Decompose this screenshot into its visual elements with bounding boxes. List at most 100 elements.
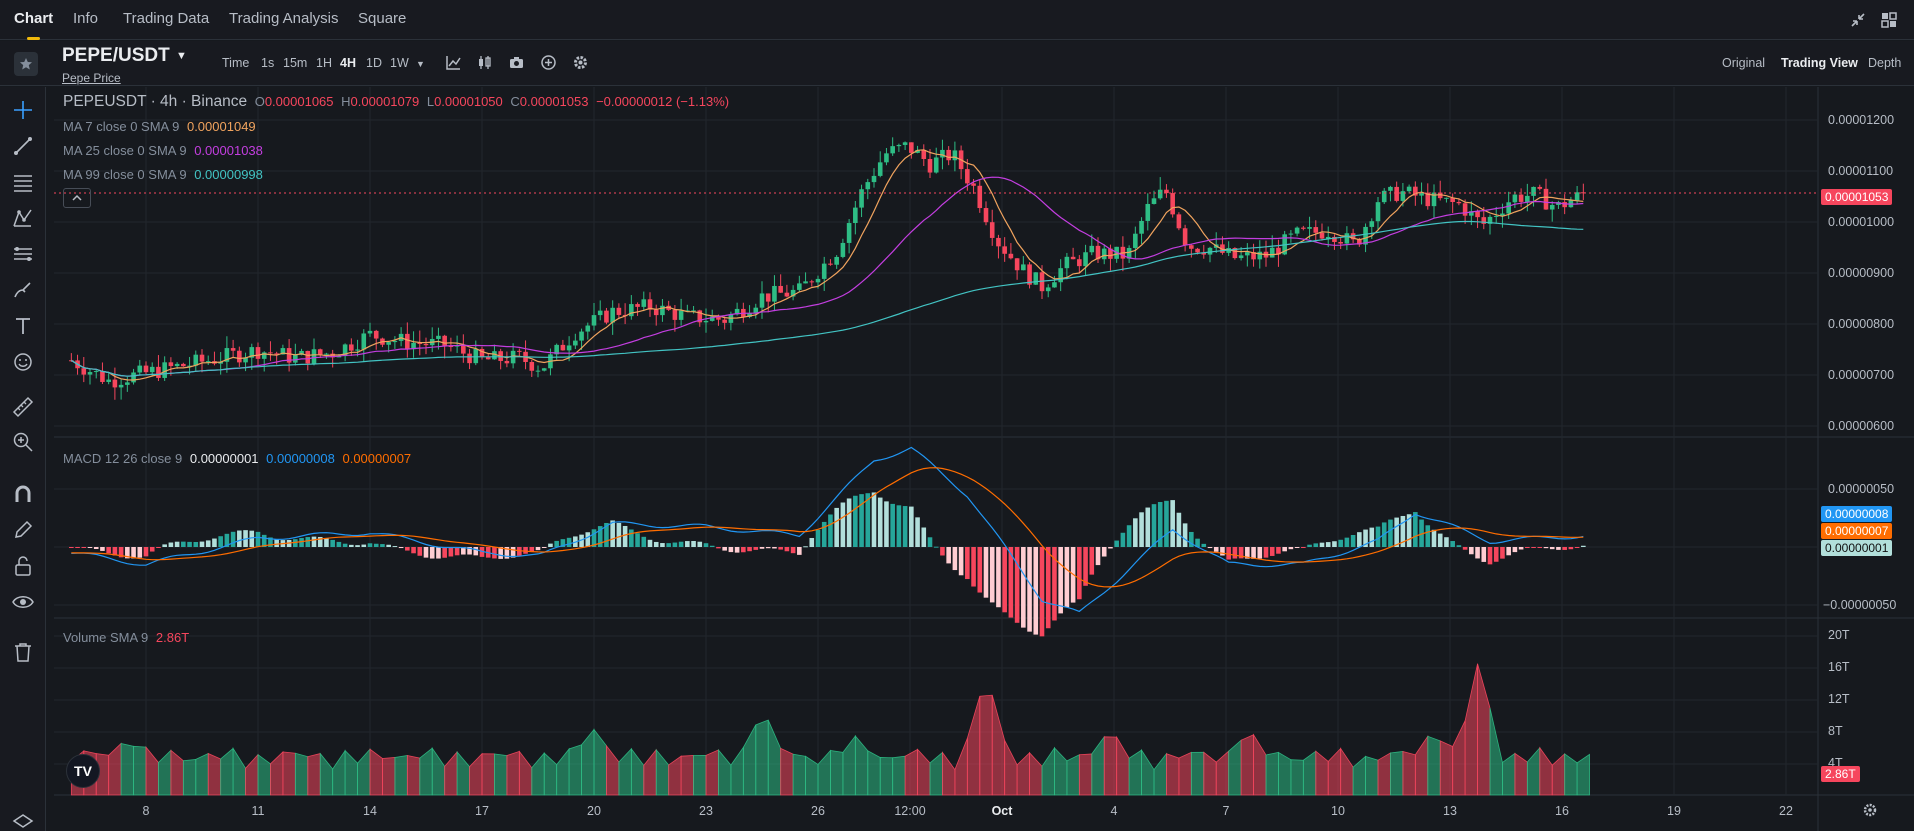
candle-body [1419,192,1424,196]
volume-legend: Volume SMA 9 2.86T [63,630,193,645]
time-tick: 11 [251,804,265,818]
tab-chart[interactable]: Chart [14,10,54,27]
candle-body [629,304,634,317]
macd-histogram-bar [859,494,864,547]
crosshair-icon[interactable] [11,98,35,122]
zoom-in-icon[interactable] [11,430,35,454]
candle-body [722,319,727,323]
collapse-icon[interactable] [1849,11,1867,29]
volume-area [220,747,234,796]
draw-lock-pencil-icon[interactable] [11,518,35,542]
candle-body [517,350,522,352]
volume-area [207,752,222,796]
time-tick: 22 [1779,804,1793,818]
interval-more-caret-icon[interactable]: ▼ [416,59,425,69]
candle-body [877,162,883,176]
volume-area [904,748,918,796]
camera-icon[interactable] [508,54,525,71]
axis-settings-icon[interactable] [1862,802,1878,818]
tab-info[interactable]: Info [73,10,99,27]
trend-line-icon[interactable] [11,134,35,158]
macd-histogram-bar [125,547,130,559]
lock-icon[interactable] [11,554,35,578]
candle-body [485,357,491,360]
candle-body [1189,245,1194,249]
candle-body [156,366,161,378]
macd-histogram-bar [1406,514,1412,547]
volume-tick: 12T [1828,692,1850,706]
candle-body [1101,248,1107,260]
volume-area [842,734,856,796]
macd-histogram-bar [815,529,821,547]
candle-body [149,366,155,373]
time-tick: 10 [1331,804,1345,818]
candle-body [1375,202,1381,222]
macd-histogram-bar [1556,547,1561,550]
indicator-icon[interactable] [445,54,462,71]
candle-body [753,307,759,314]
view-original[interactable]: Original [1722,56,1766,70]
interval-1w[interactable]: 1W [390,56,409,70]
horizontal-lines-icon[interactable] [11,170,35,194]
tradingview-logo[interactable]: TV [66,754,100,788]
magnet-icon[interactable] [11,482,35,506]
macd-histogram-bar [560,539,566,547]
brush-icon[interactable] [11,278,35,302]
candle-body [330,353,335,358]
candle-body [1195,248,1200,253]
interval-4h[interactable]: 4H [340,56,356,70]
interval-15m[interactable]: 15m [283,56,308,70]
high-value: 0.00001079 [350,94,420,109]
trash-icon[interactable] [11,640,35,664]
collapse-legend-button[interactable] [63,188,91,208]
candle-body [529,362,535,371]
pair-price-link[interactable]: Pepe Price [62,71,121,85]
volume-area [394,755,408,796]
macd-histogram-bar [143,547,149,557]
candle-body [902,142,908,145]
pair-dropdown-caret-icon[interactable]: ▼ [176,50,187,62]
volume-area [730,746,744,796]
volume-area [929,751,943,796]
interval-time[interactable]: Time [222,56,250,70]
eye-icon[interactable] [11,590,35,614]
volume-area [145,745,159,796]
candle-type-icon[interactable] [476,54,493,71]
layers-icon[interactable] [11,811,35,831]
view-depth[interactable]: Depth [1868,56,1902,70]
macd-histogram-bar [672,542,678,547]
tab-trading-analysis[interactable]: Trading Analysis [229,10,339,27]
candle-body [535,370,541,372]
macd-histogram-bar [716,547,721,549]
settings-gear-icon[interactable] [572,54,589,71]
macd-histogram-bar [629,529,634,547]
interval-1s[interactable]: 1s [261,56,275,70]
ruler-icon[interactable] [11,395,35,419]
pair-name[interactable]: PEPE/USDT [62,45,170,66]
text-tool-icon[interactable] [11,314,35,338]
emoji-icon[interactable] [11,350,35,374]
candle-body [1437,192,1443,199]
macd-histogram-bar [81,547,87,548]
price-tick: 0.00001000 [1828,215,1895,229]
view-trading-view[interactable]: Trading View [1781,56,1858,70]
macd-histogram-bar [442,547,447,558]
macd-histogram-bar [1413,512,1418,547]
volume-area [257,753,271,796]
macd-signal-badge: 0.00000007 [1821,523,1893,539]
add-circle-icon[interactable] [540,54,557,71]
pattern-icon[interactable] [11,206,35,230]
macd-histogram-bar [685,541,690,547]
candle-body [821,263,827,279]
layout-grid-icon[interactable] [1880,11,1898,29]
tab-trading-data[interactable]: Trading Data [123,10,210,27]
candle-body [946,149,951,161]
interval-1h[interactable]: 1H [316,56,332,70]
tab-square[interactable]: Square [358,10,407,27]
fib-icon[interactable] [11,242,35,266]
candle-body [1400,191,1406,201]
macd-histogram-bar [498,547,503,559]
favorite-button[interactable] [14,52,38,76]
interval-1d[interactable]: 1D [366,56,382,70]
